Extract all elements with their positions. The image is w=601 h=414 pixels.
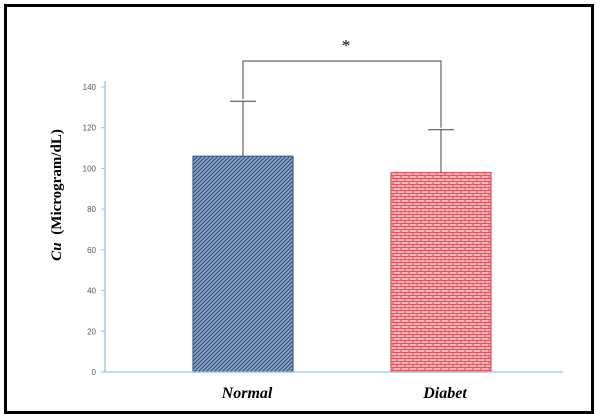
y-tick-label: 100	[83, 164, 97, 173]
y-tick-label: 40	[87, 287, 96, 296]
chart-frame: Cu (Microgram/dL) 0 20 40 60 80 100 120 140 Nor…	[4, 4, 594, 414]
bar-diabet	[390, 171, 492, 373]
x-tick-label-diabet: Diabet	[422, 385, 467, 402]
y-tick-label: 80	[87, 205, 96, 214]
y-axis-label-unit: (Microgram/dL)	[49, 129, 65, 235]
y-tick-label: 0	[92, 368, 97, 377]
y-axis-label: Cu (Microgram/dL)	[49, 129, 65, 261]
y-tick-label: 20	[87, 327, 96, 336]
y-tick-label: 120	[83, 124, 97, 133]
bar-chart: Cu (Microgram/dL) 0 20 40 60 80 100 120 140 Nor…	[49, 36, 563, 402]
bar-normal	[192, 155, 294, 373]
y-axis-label-symbol: Cu	[49, 242, 65, 260]
y-tick-label: 60	[87, 246, 96, 255]
significance-label: *	[342, 36, 351, 55]
significance-bracket	[242, 60, 442, 128]
y-tick-label: 140	[83, 83, 97, 92]
x-tick-label-normal: Normal	[221, 385, 273, 402]
